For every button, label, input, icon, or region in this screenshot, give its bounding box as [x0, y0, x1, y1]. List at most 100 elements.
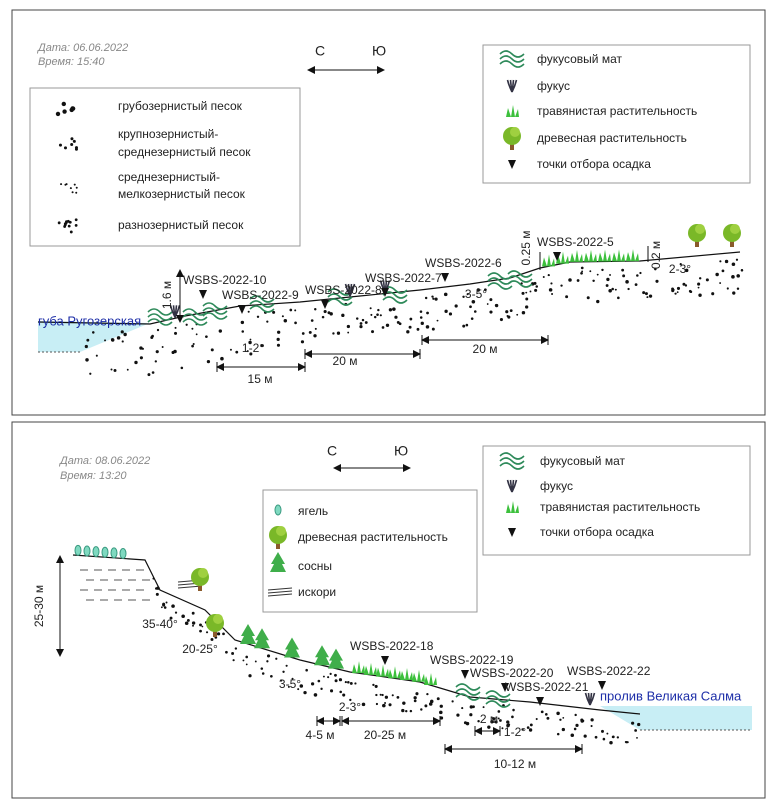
- sediment-dot: [507, 315, 509, 317]
- sediment-dot: [401, 709, 404, 712]
- sediment-dot: [617, 736, 619, 738]
- sediment-dot: [440, 705, 443, 708]
- legend-label: разнозернистый песок: [118, 218, 244, 232]
- sediment-dot: [512, 709, 515, 712]
- legend-label: искори: [298, 585, 336, 599]
- legend-label: среднезернистый-: [118, 170, 220, 184]
- sediment-dot: [731, 275, 735, 279]
- grass: [388, 666, 401, 678]
- sediment-dot: [375, 685, 378, 688]
- sediment-dot: [637, 723, 640, 726]
- legend-label: крупнозернистый-: [118, 127, 218, 141]
- sediment-dot: [241, 321, 244, 324]
- sediment-dot: [646, 296, 648, 298]
- sediment-dot: [414, 696, 417, 699]
- sediment-dot: [302, 332, 305, 335]
- sediment-dot: [546, 717, 549, 720]
- sediment-dot: [186, 324, 188, 326]
- sediment-dot: [642, 291, 645, 294]
- sediment-dot: [266, 321, 268, 323]
- sediment-dot: [529, 728, 532, 731]
- measurement: 1-2°: [242, 341, 264, 355]
- sand-dot: [75, 224, 78, 227]
- sediment-dot: [162, 604, 165, 607]
- sediment-dot: [272, 311, 275, 314]
- sand-dot: [76, 187, 78, 189]
- measurement: 15 м: [248, 372, 273, 386]
- sediment-dot: [415, 692, 418, 695]
- sediment-dot: [590, 718, 593, 721]
- pine: [240, 624, 256, 644]
- legend-label: травянистая растительность: [540, 500, 700, 514]
- date: Дата: 08.06.2022: [58, 455, 150, 467]
- grass: [598, 250, 611, 262]
- sediment-dot: [606, 278, 609, 281]
- sediment-dot: [437, 697, 440, 700]
- sediment-dot: [191, 328, 193, 330]
- sediment-dot: [698, 287, 700, 289]
- sediment-dot: [534, 289, 537, 292]
- sediment-dot: [562, 728, 565, 731]
- sediment-dot: [603, 738, 606, 741]
- yagel: [120, 548, 126, 558]
- legend-label: фукус: [540, 479, 573, 493]
- sediment-dot: [245, 656, 248, 659]
- sediment-dot: [171, 604, 175, 608]
- sediment-dot: [527, 726, 530, 729]
- sediment-dot: [557, 733, 560, 736]
- sediment-dot: [627, 288, 629, 290]
- sediment-dot: [466, 324, 469, 327]
- sediment-dot: [550, 282, 552, 284]
- sand-dot: [58, 221, 61, 224]
- sediment-dot: [246, 664, 248, 666]
- sediment-dot: [420, 316, 423, 319]
- sediment-dot: [589, 270, 591, 272]
- sediment-dot: [568, 278, 572, 282]
- sediment-dot: [577, 279, 580, 282]
- sediment-dot: [166, 601, 168, 603]
- sediment-dot: [117, 336, 121, 340]
- sediment-dot: [420, 310, 423, 313]
- sediment-dot: [85, 345, 88, 348]
- sample-marker: [381, 656, 389, 665]
- sediment-dot: [500, 318, 503, 321]
- grass: [424, 673, 437, 685]
- sediment-dot: [342, 693, 345, 696]
- sand-dot: [62, 102, 66, 106]
- sediment-dot: [377, 309, 379, 311]
- sediment-dot: [674, 293, 676, 295]
- sediment-dot: [140, 356, 143, 359]
- tree-crown: [695, 224, 705, 234]
- sediment-dot: [309, 331, 312, 334]
- sediment-dot: [311, 319, 314, 322]
- sediment-dot: [318, 680, 321, 683]
- sediment-dot: [314, 308, 316, 310]
- sediment-dot: [426, 325, 430, 329]
- sediment-dot: [510, 309, 513, 312]
- sediment-dot: [277, 331, 280, 334]
- measurement: 3-5°: [465, 287, 487, 301]
- sand-dot: [70, 137, 73, 140]
- measurement: 2-3°: [669, 262, 691, 276]
- legend-label: точки отбора осадка: [537, 157, 651, 171]
- sediment-dot: [371, 330, 374, 333]
- sediment-dot: [220, 357, 224, 361]
- sediment-dot: [181, 367, 184, 370]
- sediment-dot: [359, 325, 362, 328]
- tree-crown: [213, 614, 223, 624]
- sediment-dot: [606, 284, 609, 287]
- sand-dot: [64, 146, 67, 149]
- sediment-dot: [370, 314, 372, 316]
- sediment-dot: [584, 735, 587, 738]
- sediment-dot: [147, 373, 150, 376]
- sediment-dot: [420, 708, 422, 710]
- sediment-dot: [380, 694, 382, 696]
- sediment-dot: [282, 671, 284, 673]
- sample-marker: [321, 300, 329, 309]
- sediment-dot: [201, 626, 203, 628]
- sediment-dot: [345, 681, 347, 683]
- sediment-dot: [469, 305, 472, 308]
- sample-marker: [199, 290, 207, 299]
- sediment-dot: [311, 682, 314, 685]
- sediment-dot: [330, 673, 332, 675]
